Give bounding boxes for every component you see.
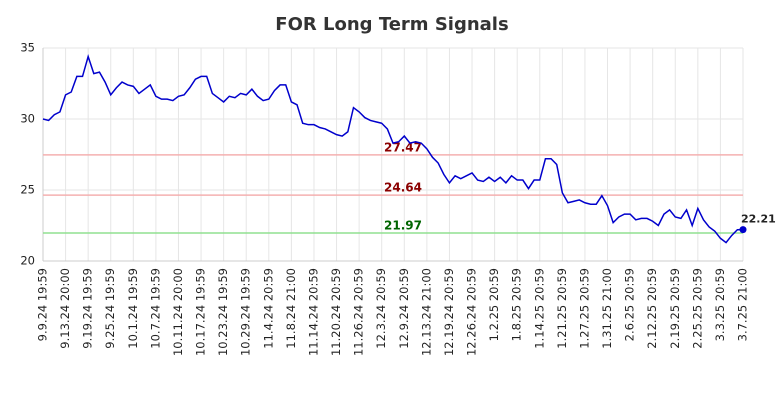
- last-value-label: 22.21: [741, 213, 776, 226]
- price-line: [42, 53, 744, 244]
- y-tick-label: 35: [20, 41, 35, 55]
- x-tick-label: 11.14.24 20:59: [306, 268, 320, 356]
- x-tick-label: 11.20.24 20:59: [329, 268, 343, 356]
- x-tick-label: 10.17.24 19:59: [194, 268, 208, 356]
- level-label: 21.97: [384, 219, 422, 233]
- x-tick-label: 1.8.25 20:59: [510, 268, 524, 341]
- x-tick-label: 2.25.25 20:59: [690, 268, 704, 349]
- x-tick-label: 10.1.24 19:59: [126, 268, 140, 349]
- x-tick-label: 12.3.24 20:59: [374, 268, 388, 349]
- x-tick-label: 11.4.24 20:59: [261, 268, 275, 349]
- x-tick-label: 2.6.25 20:59: [623, 268, 637, 341]
- x-tick-label: 1.21.25 20:59: [555, 268, 569, 349]
- x-tick-label: 1.2.25 20:59: [487, 268, 501, 341]
- chart-title: FOR Long Term Signals: [275, 14, 508, 35]
- x-tick-label: 9.9.24 19:59: [36, 268, 50, 341]
- last-point: [739, 226, 747, 234]
- x-tick-label: 1.31.25 21:00: [600, 268, 614, 349]
- x-tick-label: 3.3.25 20:59: [713, 268, 727, 341]
- x-tick-label: 12.26.24 20:59: [465, 268, 479, 356]
- x-tick-label: 11.8.24 21:00: [284, 268, 298, 349]
- x-tick-label: 1.14.25 20:59: [532, 268, 546, 349]
- x-tick-label: 12.19.24 20:59: [442, 268, 456, 356]
- x-tick-label: 10.29.24 19:59: [239, 268, 253, 356]
- x-tick-label: 10.7.24 19:59: [148, 268, 162, 349]
- x-tick-label: 2.19.25 20:59: [668, 268, 682, 349]
- x-tick-label: 12.9.24 20:59: [397, 268, 411, 349]
- x-tick-label: 9.25.24 19:59: [103, 268, 117, 349]
- x-tick-label: 1.27.25 20:59: [577, 268, 591, 349]
- level-label: 24.64: [384, 181, 422, 195]
- level-label: 27.47: [384, 140, 422, 154]
- x-tick-label: 9.13.24 20:00: [58, 268, 72, 349]
- y-tick-label: 20: [20, 254, 35, 268]
- x-tick-label: 10.23.24 19:59: [216, 268, 230, 356]
- x-tick-label: 9.19.24 19:59: [81, 268, 95, 349]
- x-tick-label: 11.26.24 20:59: [352, 268, 366, 356]
- x-tick-label: 2.12.25 20:59: [645, 268, 659, 349]
- x-tick-label: 10.11.24 20:00: [171, 268, 185, 356]
- y-tick-label: 25: [20, 183, 35, 197]
- x-tick-label: 3.7.25 21:00: [736, 268, 750, 341]
- y-tick-label: 30: [20, 112, 35, 126]
- x-tick-label: 12.13.24 21:00: [419, 268, 433, 356]
